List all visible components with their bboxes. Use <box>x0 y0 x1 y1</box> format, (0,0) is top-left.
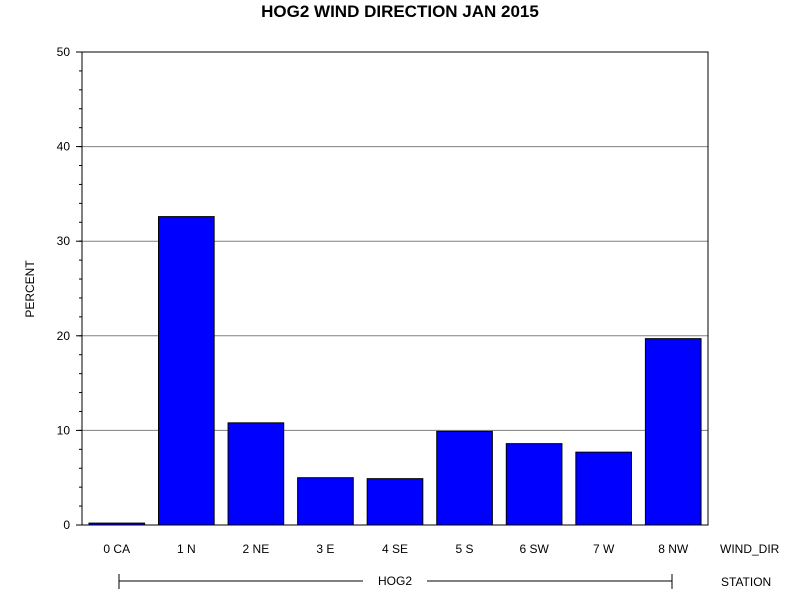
y-tick-label: 50 <box>57 45 71 59</box>
x-axis-label: WIND_DIR <box>720 542 780 556</box>
x-tick-label: 0 CA <box>103 542 130 556</box>
plot-frame <box>81 51 709 526</box>
station-group-axis: HOG2 <box>118 574 673 589</box>
bar-7-w <box>575 451 632 526</box>
y-axis-ticks: 0 10 20 30 40 50 <box>57 45 82 532</box>
y-axis-label: PERCENT <box>23 260 37 318</box>
x-tick-label: 1 N <box>177 542 196 556</box>
y-tick-label: 30 <box>57 234 71 248</box>
bars <box>88 216 702 526</box>
bar-3-e <box>297 477 354 526</box>
bar-4-se <box>366 478 424 526</box>
x-tick-label: 4 SE <box>382 542 408 556</box>
y-tick-label: 10 <box>57 423 71 437</box>
x-tick-label: 2 NE <box>243 542 270 556</box>
chart-title: HOG2 WIND DIRECTION JAN 2015 <box>261 2 539 21</box>
bar-6-sw <box>505 443 563 526</box>
x-tick-label: 7 W <box>593 542 615 556</box>
y-tick-label: 40 <box>57 140 71 154</box>
y-tick-label: 20 <box>57 329 71 343</box>
bar-2-ne <box>227 422 285 526</box>
x-tick-label: 8 NW <box>658 542 689 556</box>
station-group-label: HOG2 <box>378 574 412 588</box>
bar-1-n <box>158 216 215 526</box>
x-tick-label: 6 SW <box>519 542 549 556</box>
station-axis-label: STATION <box>721 575 771 589</box>
x-tick-label: 3 E <box>316 542 334 556</box>
y-tick-label: 0 <box>63 518 70 532</box>
bar-5-s <box>436 430 493 526</box>
x-tick-label: 5 S <box>456 542 474 556</box>
bar-8-nw <box>644 338 702 526</box>
x-axis-ticks: 0 CA 1 N 2 NE 3 E 4 SE 5 S 6 SW 7 W 8 NW <box>103 542 688 556</box>
